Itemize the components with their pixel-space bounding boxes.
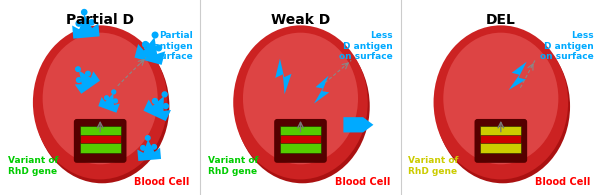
Circle shape [141,145,145,150]
Polygon shape [144,96,171,121]
Circle shape [114,99,117,103]
Circle shape [145,136,150,140]
FancyBboxPatch shape [475,119,527,163]
Circle shape [105,96,109,100]
Ellipse shape [243,33,358,164]
Text: Blood Cell: Blood Cell [535,177,591,187]
Circle shape [76,78,81,82]
Circle shape [142,42,148,47]
Bar [280,143,321,153]
Ellipse shape [35,29,169,183]
Polygon shape [314,76,329,104]
Text: Weak D: Weak D [271,13,330,27]
Bar [280,135,321,144]
Ellipse shape [235,29,370,183]
Bar [80,126,121,136]
Bar [280,126,321,136]
Circle shape [112,90,115,94]
Circle shape [162,92,167,97]
Circle shape [82,10,87,15]
Circle shape [76,21,81,26]
Text: Blood Cell: Blood Cell [335,177,390,187]
Text: Less
D antigen
on surface: Less D antigen on surface [340,31,393,61]
Circle shape [152,144,156,149]
Polygon shape [508,62,527,90]
Text: Variant of
RhD gene: Variant of RhD gene [408,156,459,176]
Circle shape [156,45,162,51]
Circle shape [153,98,157,104]
Polygon shape [138,140,161,161]
Ellipse shape [233,25,368,179]
Bar [80,143,121,153]
Polygon shape [343,117,373,132]
FancyBboxPatch shape [274,119,327,163]
Text: Less
D antigen
on surface: Less D antigen on surface [540,31,593,61]
Ellipse shape [433,25,568,179]
Circle shape [76,67,81,71]
FancyBboxPatch shape [74,119,126,163]
Ellipse shape [444,33,558,164]
Ellipse shape [436,29,570,183]
Ellipse shape [43,33,157,164]
Text: DEL: DEL [486,13,516,27]
Text: Variant of
RhD gene: Variant of RhD gene [208,156,258,176]
Polygon shape [135,37,165,65]
Bar [480,135,521,144]
Circle shape [152,32,158,38]
Polygon shape [72,14,100,39]
Bar [480,143,521,153]
Bar [80,135,121,144]
Polygon shape [99,93,120,113]
Text: Blood Cell: Blood Cell [135,177,190,187]
Bar [480,126,521,136]
Text: Partial
D antigen
on surface: Partial D antigen on surface [139,31,193,61]
Text: Partial D: Partial D [66,13,134,27]
Circle shape [89,20,94,25]
Text: Variant of
RhD gene: Variant of RhD gene [8,156,58,176]
Circle shape [163,104,168,109]
Circle shape [86,71,90,76]
Ellipse shape [33,25,168,179]
Polygon shape [75,71,100,94]
Polygon shape [275,58,291,94]
